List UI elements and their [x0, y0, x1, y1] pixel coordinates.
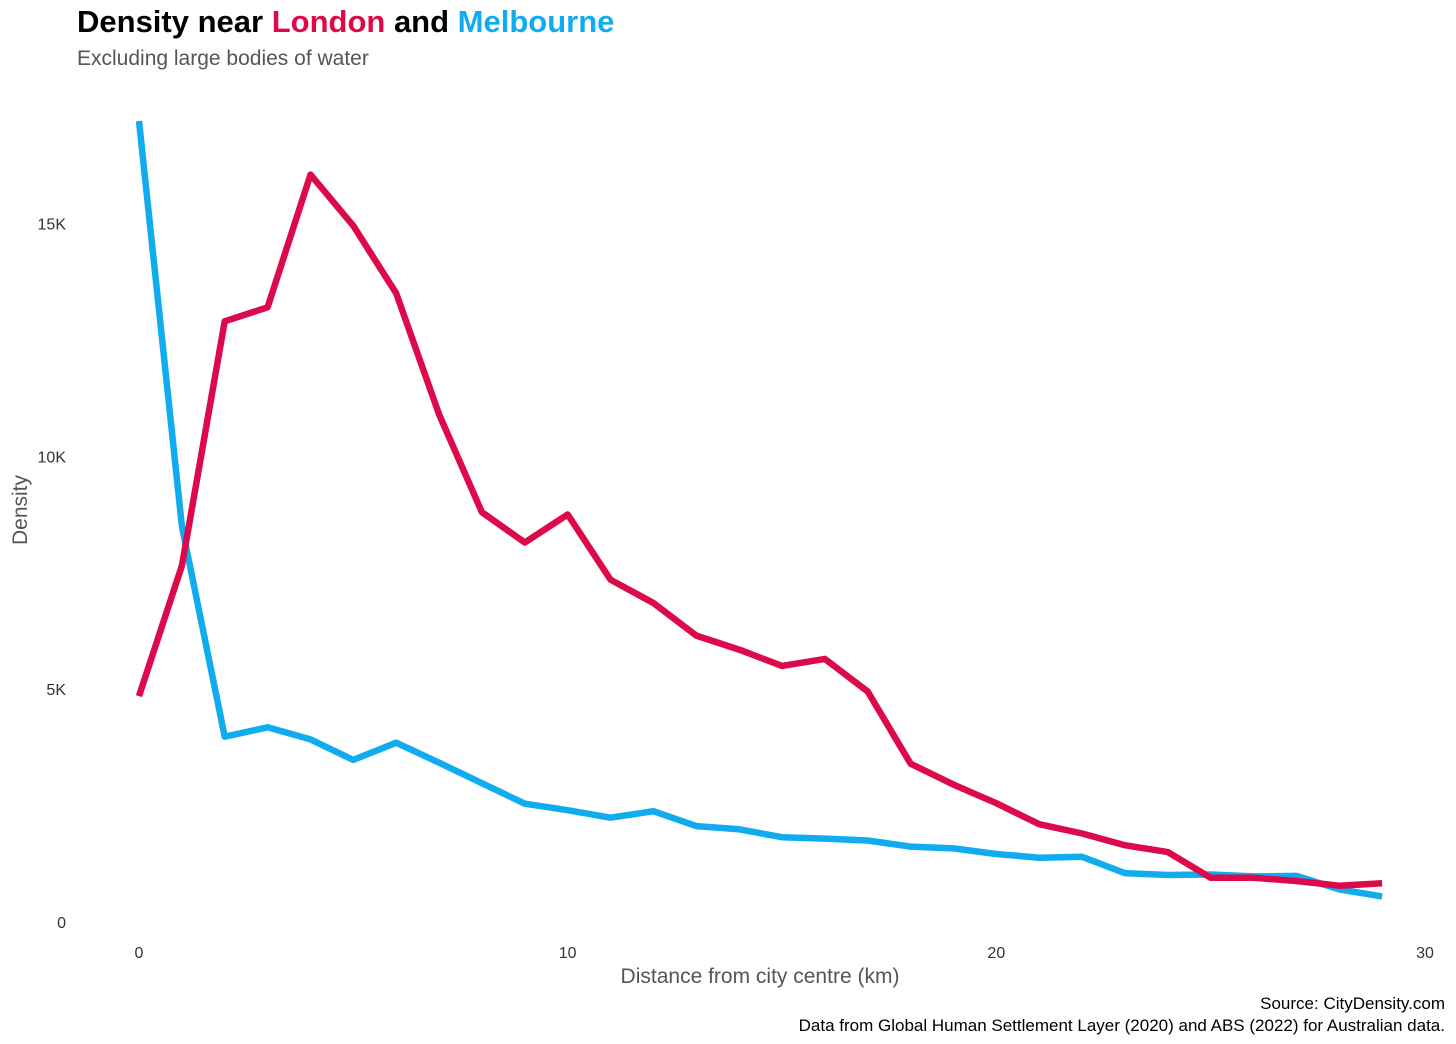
title-mid: and: [385, 4, 458, 39]
series-melbourne: [135, 120, 1383, 900]
series-london: [135, 171, 1383, 889]
x-tick-label: 10: [559, 945, 577, 962]
source-caption: Source: CityDensity.com: [1260, 994, 1445, 1013]
title-melbourne: Melbourne: [457, 4, 615, 39]
y-tick-label: 15K: [38, 216, 67, 233]
chart-title: Density near London and Melbourne: [77, 4, 614, 40]
y-tick-label: 0: [57, 915, 66, 932]
x-tick-label: 0: [135, 945, 144, 962]
y-tick-label: 5K: [46, 682, 66, 699]
x-tick-label: 30: [1416, 945, 1434, 962]
y-axis-ticks: 0 5K 10K 15K: [38, 216, 67, 932]
x-axis-ticks: 0 10 20 30: [135, 945, 1434, 962]
x-tick-label: 20: [987, 945, 1005, 962]
title-prefix: Density near: [77, 4, 272, 39]
title-london: London: [271, 4, 386, 39]
series-layer: [135, 120, 1383, 900]
x-axis-title: Distance from city centre (km): [621, 965, 900, 988]
line-london: [135, 171, 1383, 889]
y-axis-title: Density: [9, 474, 32, 545]
data-note-caption: Data from Global Human Settlement Layer …: [798, 1016, 1445, 1035]
chart-subtitle: Excluding large bodies of water: [77, 47, 369, 70]
y-tick-label: 10K: [38, 449, 67, 466]
line-melbourne: [135, 120, 1383, 900]
